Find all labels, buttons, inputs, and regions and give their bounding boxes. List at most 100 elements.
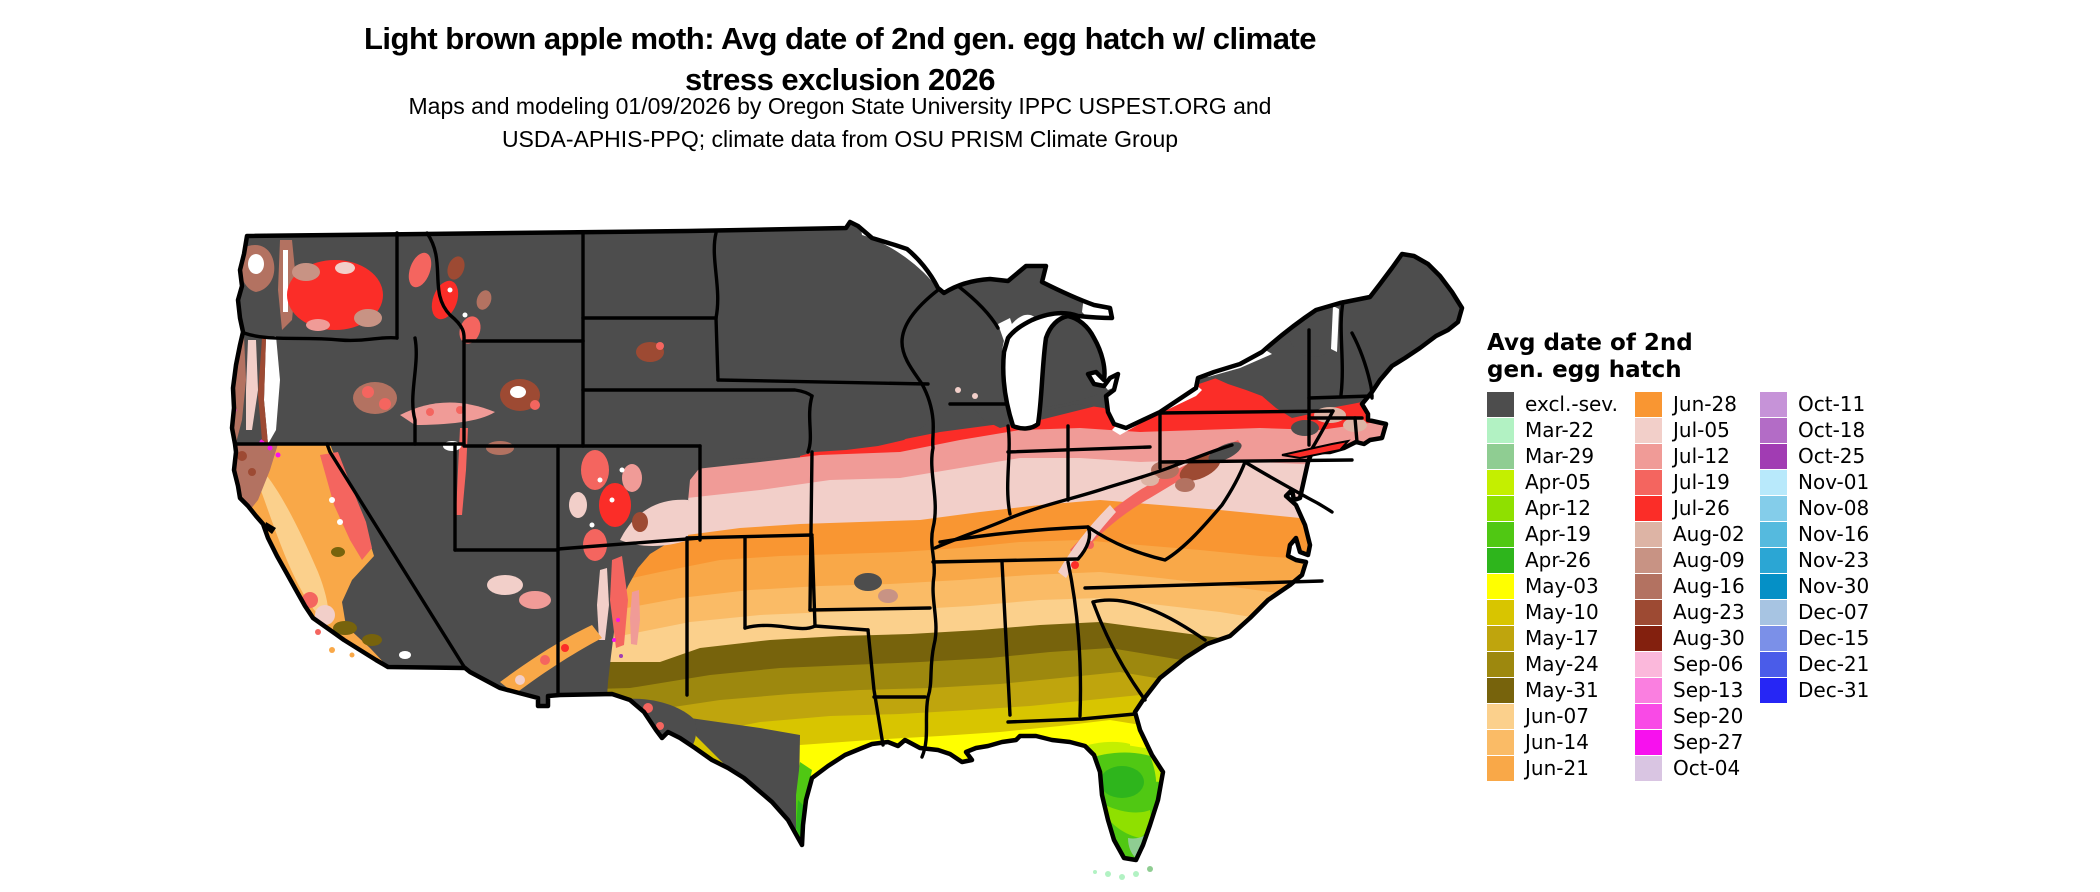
legend-label: Dec-15 (1798, 626, 1870, 650)
legend-label: Nov-23 (1798, 548, 1870, 572)
legend-swatch (1635, 599, 1662, 625)
legend-swatch (1487, 599, 1514, 625)
legend-swatch (1635, 521, 1662, 547)
legend-entry: May-17 (1487, 625, 1635, 651)
legend-entry: Apr-12 (1487, 495, 1635, 521)
subtitle-line-1: Maps and modeling 01/09/2026 by Oregon S… (408, 93, 1272, 119)
legend-label: Jun-07 (1525, 704, 1589, 728)
legend-entry: Dec-07 (1760, 599, 1890, 625)
lake-superior (858, 212, 1114, 307)
legend-swatch (1760, 391, 1787, 417)
legend-column-0: excl.-sev. Mar-22 Mar-29 Apr-05 Apr-12 Apr-19… (1487, 391, 1635, 781)
legend-entry: Jul-12 (1635, 443, 1760, 469)
legend-label: Apr-12 (1525, 496, 1591, 520)
legend-entry: Sep-20 (1635, 703, 1760, 729)
title-line-1: Light brown apple moth: Avg date of 2nd … (363, 21, 1317, 56)
legend-swatch (1487, 573, 1514, 599)
legend-entry: May-31 (1487, 677, 1635, 703)
legend-title: Avg date of 2nd gen. egg hatch (1487, 330, 1693, 383)
legend-entry: Jun-07 (1487, 703, 1635, 729)
legend-swatch (1760, 573, 1787, 599)
legend-swatch (1635, 677, 1662, 703)
legend-label: Sep-06 (1673, 652, 1744, 676)
raster-fill (232, 222, 1462, 860)
legend-swatch (1635, 651, 1662, 677)
legend-swatch (1487, 703, 1514, 729)
legend-swatch (1487, 417, 1514, 443)
legend-label: Apr-19 (1525, 522, 1591, 546)
legend-label: Sep-27 (1673, 730, 1744, 754)
legend-swatch (1635, 391, 1662, 417)
legend-label: Mar-29 (1525, 444, 1595, 468)
legend-swatch (1760, 495, 1787, 521)
legend-entry: May-24 (1487, 651, 1635, 677)
legend-entry: Aug-02 (1635, 521, 1760, 547)
state-borders (233, 231, 1374, 759)
legend-entry: Dec-31 (1760, 677, 1890, 703)
legend-swatch (1760, 677, 1787, 703)
legend-swatch (1760, 469, 1787, 495)
legend-entry: Jul-05 (1635, 417, 1760, 443)
legend-swatch (1635, 729, 1662, 755)
legend-swatch (1487, 443, 1514, 469)
legend-label: Nov-08 (1798, 496, 1870, 520)
legend-swatch (1487, 521, 1514, 547)
legend-label: Jul-19 (1673, 470, 1730, 494)
legend-swatch (1635, 703, 1662, 729)
legend-entry: Nov-16 (1760, 521, 1890, 547)
legend-entry: Jun-28 (1635, 391, 1760, 417)
legend-swatch (1635, 547, 1662, 573)
legend-swatch (1487, 677, 1514, 703)
legend-label: Aug-23 (1673, 600, 1745, 624)
legend-label: Nov-16 (1798, 522, 1870, 546)
legend-swatch (1487, 391, 1514, 417)
legend-swatch (1635, 469, 1662, 495)
legend-swatch (1635, 495, 1662, 521)
legend-label: excl.-sev. (1525, 392, 1618, 416)
great-lakes (858, 212, 1339, 435)
legend-swatch (1487, 755, 1514, 781)
legend-swatch (1487, 651, 1514, 677)
legend-entry: Jul-19 (1635, 469, 1760, 495)
legend-label: Dec-07 (1798, 600, 1870, 624)
legend-label: Jul-05 (1673, 418, 1730, 442)
legend-swatch (1760, 599, 1787, 625)
subtitle-line-2: USDA-APHIS-PPQ; climate data from OSU PR… (501, 126, 1179, 152)
legend-label: Oct-04 (1673, 756, 1741, 780)
legend-label: Jun-28 (1673, 392, 1737, 416)
legend: Avg date of 2nd gen. egg hatch excl.-sev… (1487, 330, 1967, 781)
legend-entry: Apr-26 (1487, 547, 1635, 573)
legend-entry: Sep-06 (1635, 651, 1760, 677)
legend-label: Oct-25 (1798, 444, 1866, 468)
legend-entry: Aug-16 (1635, 573, 1760, 599)
legend-swatch (1760, 547, 1787, 573)
legend-label: Jul-12 (1673, 444, 1730, 468)
legend-label: May-17 (1525, 626, 1599, 650)
legend-swatch (1635, 573, 1662, 599)
legend-entry: Dec-15 (1760, 625, 1890, 651)
legend-entry: Oct-18 (1760, 417, 1890, 443)
legend-swatch (1760, 651, 1787, 677)
legend-label: Jun-14 (1525, 730, 1589, 754)
legend-label: Oct-11 (1798, 392, 1866, 416)
legend-swatch (1635, 417, 1662, 443)
legend-label: Mar-22 (1525, 418, 1595, 442)
legend-label: Nov-01 (1798, 470, 1870, 494)
legend-swatch (1760, 521, 1787, 547)
legend-label: Aug-30 (1673, 626, 1745, 650)
legend-entry: Oct-25 (1760, 443, 1890, 469)
legend-entry: Aug-30 (1635, 625, 1760, 651)
legend-label: Aug-02 (1673, 522, 1745, 546)
legend-label: May-10 (1525, 600, 1599, 624)
islands (315, 439, 1351, 880)
legend-entry: Mar-22 (1487, 417, 1635, 443)
legend-label: Sep-20 (1673, 704, 1744, 728)
legend-entry: Sep-27 (1635, 729, 1760, 755)
legend-entry: excl.-sev. (1487, 391, 1635, 417)
subtitle: Maps and modeling 01/09/2026 by Oregon S… (0, 90, 1680, 156)
florida-keys (1105, 871, 1111, 877)
legend-label: May-03 (1525, 574, 1599, 598)
legend-entry: Nov-30 (1760, 573, 1890, 599)
legend-swatch (1760, 417, 1787, 443)
